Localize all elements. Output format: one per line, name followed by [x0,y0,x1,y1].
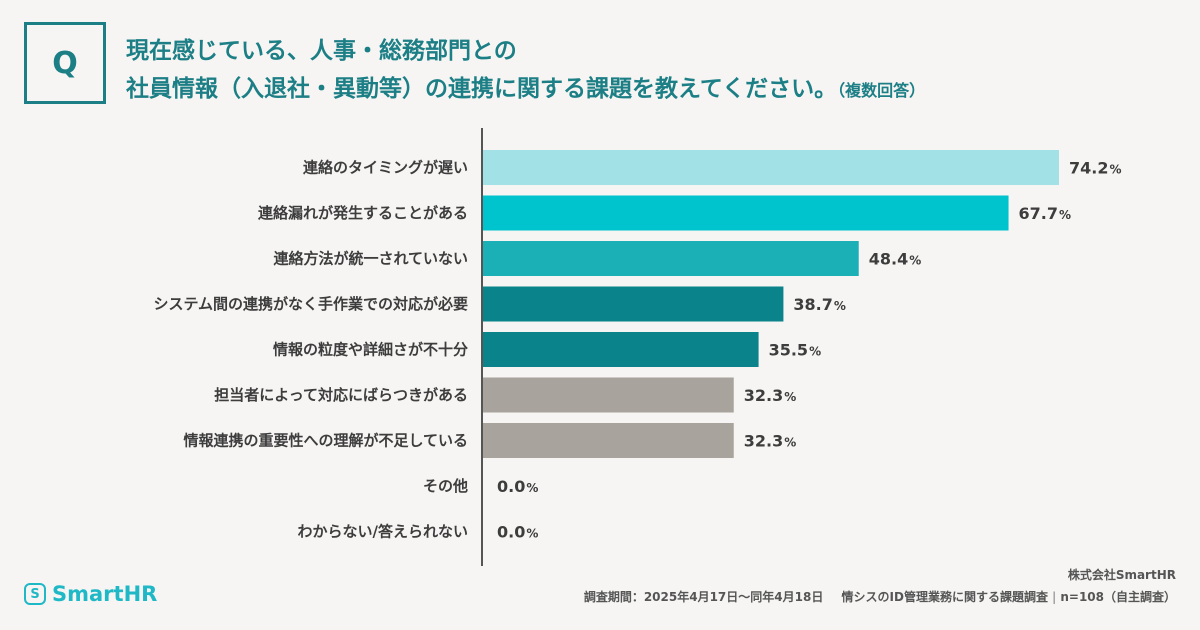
question-line-2: 社員情報（入退社・異動等）の連携に関する課題を教えてください。（複数回答） [126,70,1166,110]
question-title: 現在感じている、人事・総務部門との 社員情報（入退社・異動等）の連携に関する課題… [126,32,1166,110]
value-label: 32.3% [744,386,797,405]
survey-period: 調査期間：2025年4月17日〜同年4月18日 [583,590,824,604]
survey-sample: n=108（自主調査） [1060,590,1176,604]
category-label: 情報の粒度や詳細さが不十分 [273,341,468,359]
bar [483,241,859,276]
bar [483,150,1059,185]
question-line-2-text: 社員情報（入退社・異動等）の連携に関する課題を教えてください。 [126,76,838,102]
value-label: 0.0% [497,477,538,496]
value-label: 32.3% [744,432,797,451]
category-label: わからない/答えられない [298,523,468,541]
value-label: 35.5% [769,341,822,360]
smarthr-logo-text: SmartHR [52,582,158,606]
category-label: その他 [423,477,468,495]
category-label: 連絡のタイミングが遅い [303,159,468,177]
value-label: 67.7% [1019,204,1072,223]
value-label: 74.2% [1069,159,1122,178]
category-label: システム間の連携がなく手作業での対応が必要 [153,295,468,313]
company-name: 株式会社SmartHR [1067,568,1176,582]
smarthr-logo: S SmartHR [24,582,157,606]
bar [483,286,784,322]
bar [483,332,759,367]
category-label: 連絡漏れが発生することがある [258,204,468,222]
survey-title: 情シスのID管理業務に関する課題調査 [841,590,1048,604]
category-label: 連絡方法が統一されていない [273,250,468,268]
value-label: 0.0% [497,523,538,542]
bar [483,423,734,458]
bar [483,195,1009,231]
category-label: 担当者によって対応にばらつきがある [214,386,468,404]
value-label: 48.4% [869,250,922,269]
question-line-1: 現在感じている、人事・総務部門との [126,38,517,64]
category-label: 情報連携の重要性への理解が不足している [183,432,468,450]
question-badge: Q [24,22,106,104]
footer-separator: | [1051,590,1057,604]
question-note: （複数回答） [837,81,926,100]
value-label: 38.7% [793,295,846,314]
bar [483,377,734,413]
smarthr-logo-icon: S [24,583,46,605]
survey-footer: 調査期間：2025年4月17日〜同年4月18日 情シスのID管理業務に関する課題… [584,588,1176,605]
